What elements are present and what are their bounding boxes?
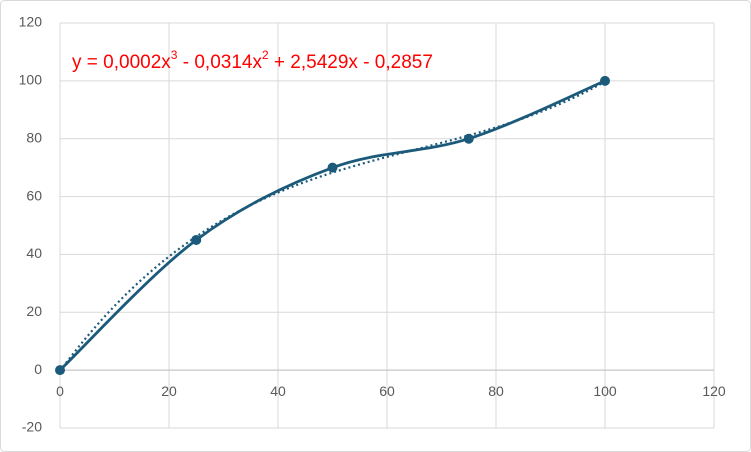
x-tick-label: 100	[593, 383, 617, 399]
y-tick-label: 80	[26, 129, 42, 145]
data-point	[327, 162, 338, 173]
x-tick-label: 80	[488, 383, 504, 399]
equation-part: 2	[262, 48, 269, 62]
trendline-equation: y = 0,0002x3 - 0,0314x2 + 2,5429x - 0,28…	[72, 48, 433, 73]
y-tick-label: -20	[22, 419, 42, 435]
grid	[59, 22, 715, 429]
data-point	[600, 75, 610, 86]
data-point	[191, 234, 202, 245]
x-tick-label: 20	[161, 383, 177, 399]
y-tick-label: 20	[26, 303, 42, 319]
y-tick-label: 40	[26, 245, 42, 261]
y-tick-label: 60	[26, 187, 42, 203]
equation-part: y = 0,0002x	[72, 52, 171, 73]
x-tick-label: 40	[270, 383, 286, 399]
y-tick-label: 0	[34, 361, 42, 377]
y-tick-label: 100	[19, 72, 43, 88]
x-tick-label: 0	[56, 383, 64, 399]
x-tick-label: 120	[702, 383, 726, 399]
data-point	[463, 133, 474, 144]
equation-part: 3	[171, 48, 178, 62]
data-point	[55, 365, 65, 376]
y-tick-label: 120	[19, 14, 43, 30]
equation-part: + 2,5429x - 0,2857	[269, 52, 433, 73]
plot	[55, 75, 610, 376]
x-tick-label: 60	[379, 383, 395, 399]
equation-part: - 0,0314x	[177, 52, 262, 73]
